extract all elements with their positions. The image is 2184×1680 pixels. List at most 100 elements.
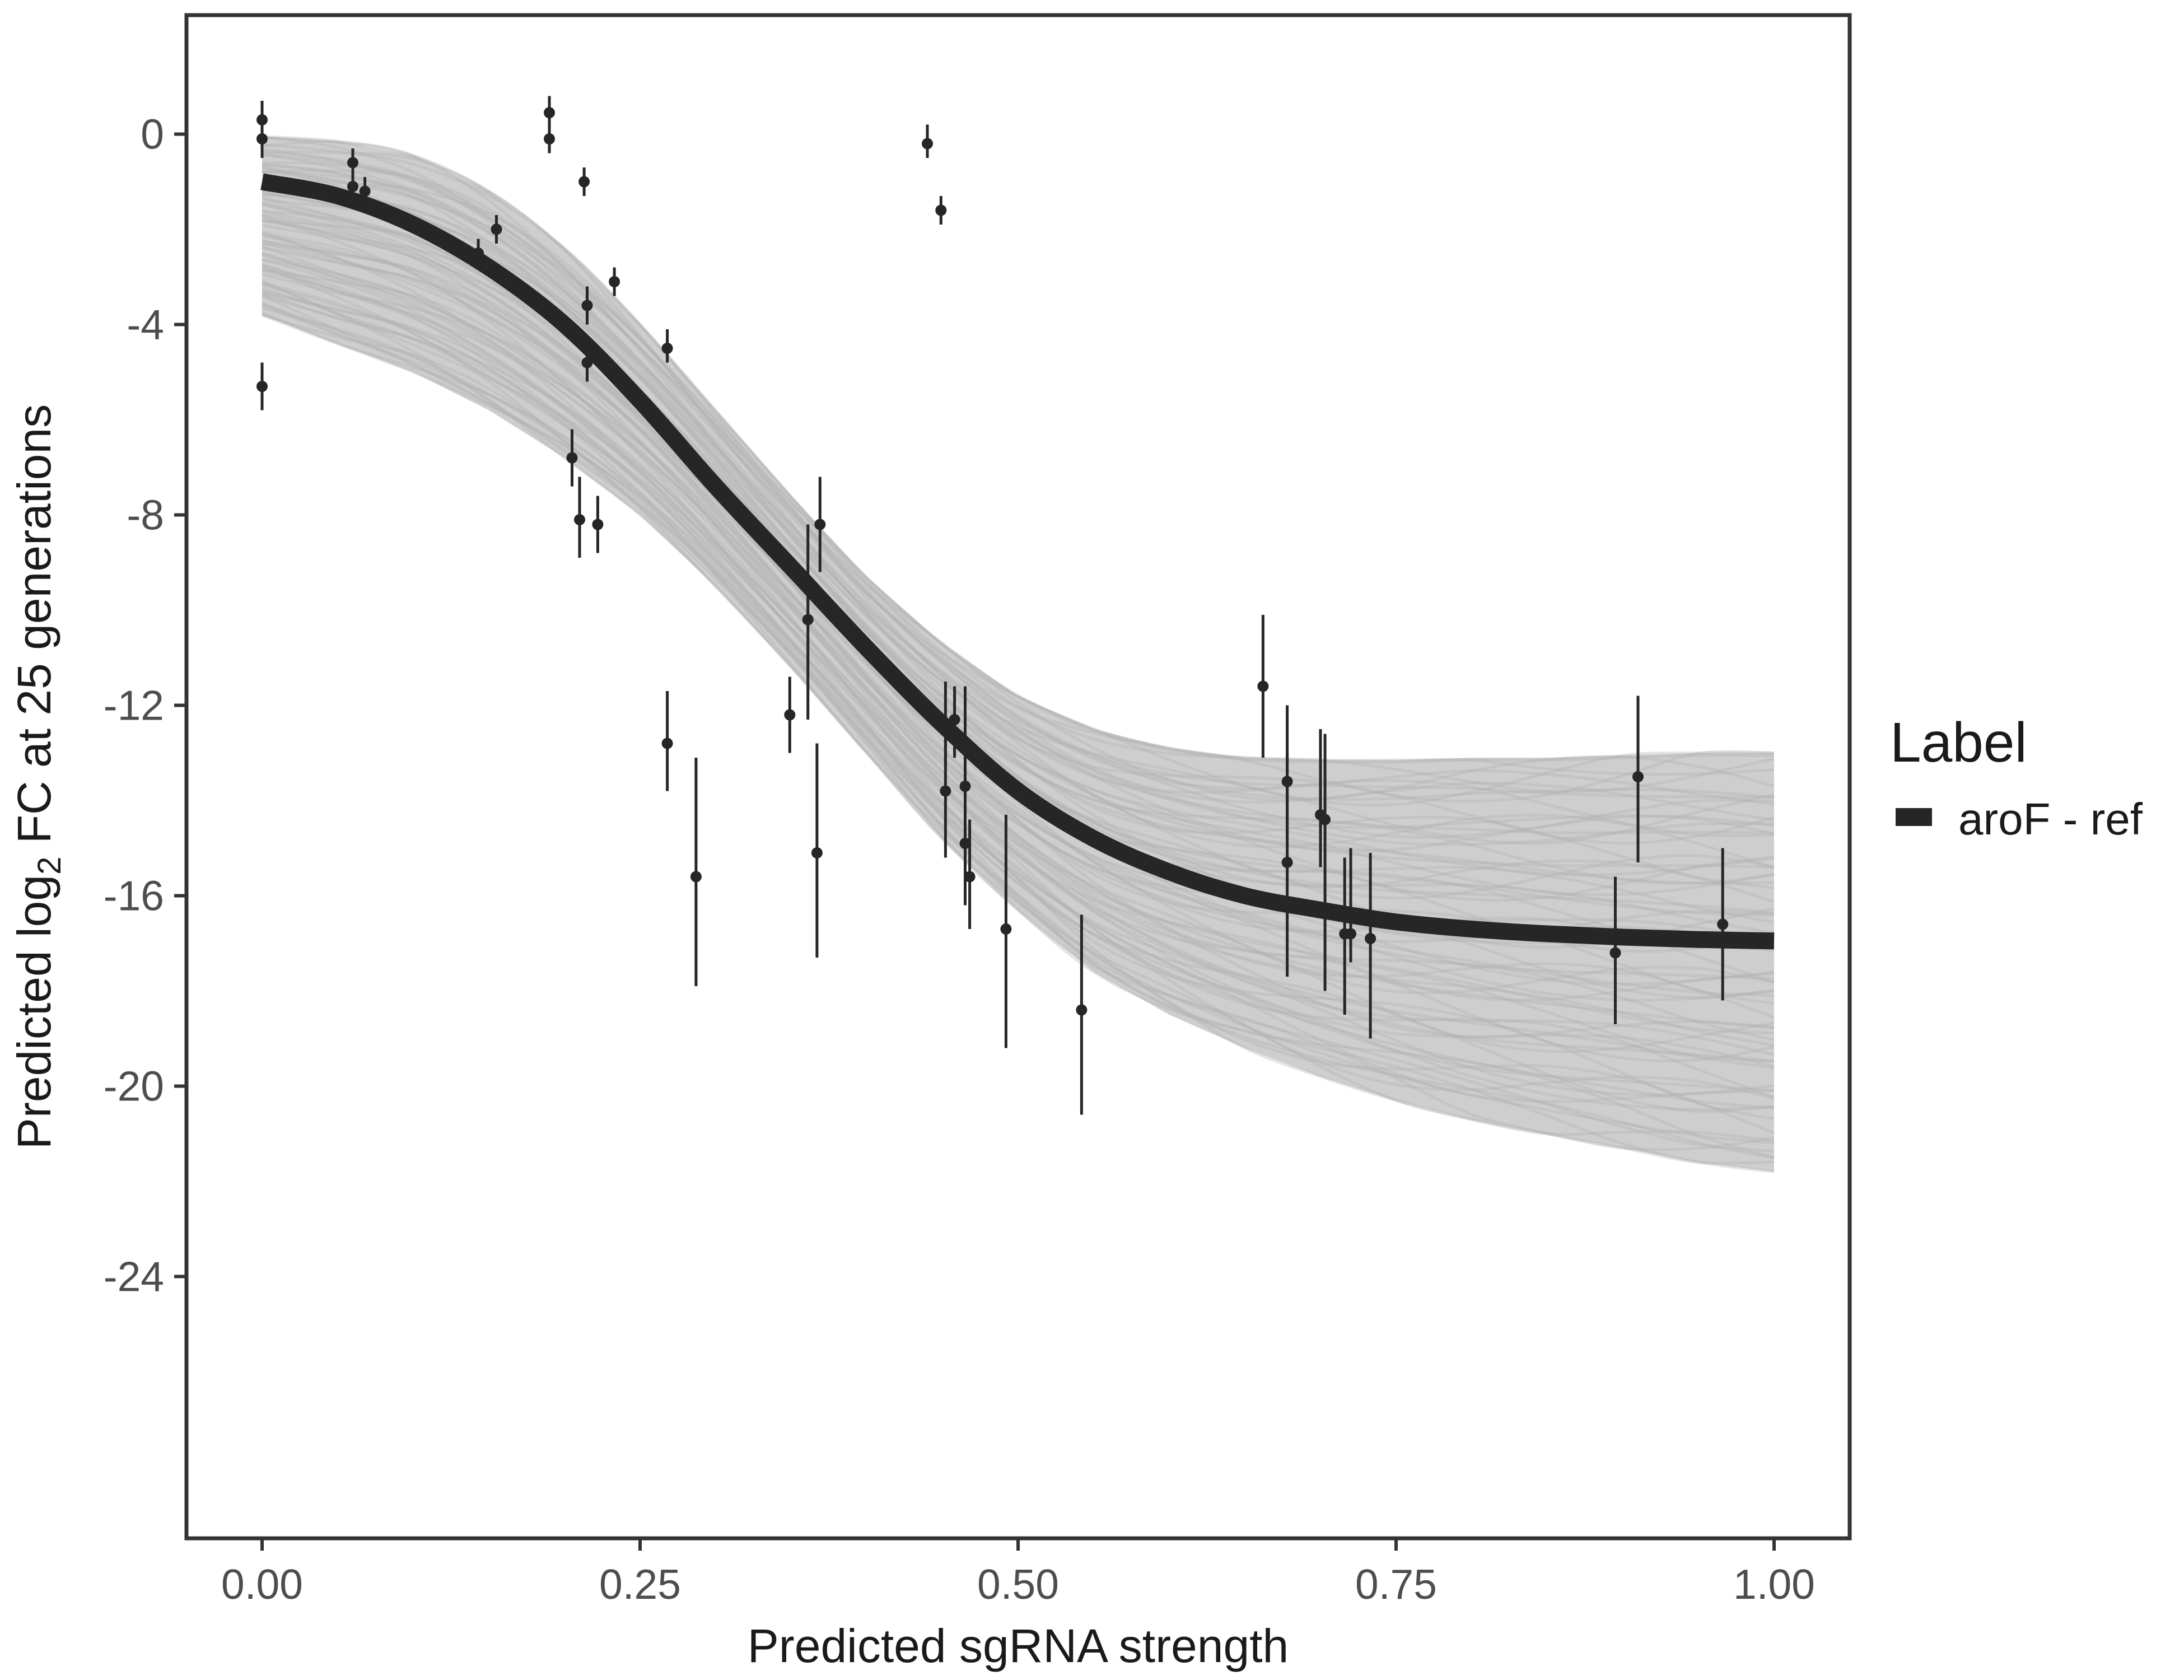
- data-point: [566, 429, 578, 487]
- point-marker: [1365, 933, 1376, 944]
- posterior-draw: [262, 251, 1775, 1029]
- y-tick-label: -24: [104, 1253, 164, 1300]
- y-tick-label: -8: [127, 492, 164, 539]
- posterior-draw: [262, 311, 1775, 1173]
- point-marker: [1319, 814, 1331, 825]
- x-tick-label: 0.00: [221, 1561, 303, 1608]
- point-marker: [949, 714, 960, 725]
- point-marker: [1281, 857, 1293, 868]
- x-tick-label: 1.00: [1733, 1561, 1815, 1608]
- data-point: [922, 124, 933, 158]
- y-axis-title-subscript: 2: [31, 857, 68, 875]
- posterior-draw: [262, 267, 1775, 1070]
- x-tick-label: 0.25: [599, 1561, 681, 1608]
- point-marker: [690, 871, 702, 883]
- posterior-draw: [262, 304, 1775, 1152]
- posterior-draw: [262, 258, 1775, 1039]
- posterior-draw: [262, 301, 1775, 1160]
- data-point: [1281, 753, 1293, 977]
- posterior-draw: [262, 191, 1775, 885]
- point-marker: [256, 133, 268, 144]
- posterior-draw: [262, 265, 1775, 1099]
- posterior-draw: [262, 234, 1775, 981]
- posterior-draw: [262, 147, 1775, 806]
- point-marker: [473, 248, 484, 259]
- posterior-draw: [262, 263, 1775, 1063]
- posterior-draw: [262, 294, 1775, 1111]
- data-point: [473, 239, 484, 268]
- point-marker: [814, 519, 826, 530]
- posterior-draw: [262, 185, 1775, 869]
- point-marker: [544, 107, 555, 119]
- fit-curve-arof-ref: [260, 173, 1775, 950]
- posterior-draw: [262, 291, 1775, 1113]
- point-marker: [1076, 1004, 1088, 1016]
- fit-curve-group: [260, 173, 1775, 950]
- legend-title: Label: [1890, 711, 2027, 774]
- data-point: [1257, 615, 1269, 758]
- posterior-draw: [262, 184, 1775, 903]
- legend-label-arof-ref: aroF - ref: [1958, 794, 2143, 844]
- posterior-draw: [262, 193, 1775, 902]
- data-point: [811, 743, 823, 958]
- point-marker: [256, 381, 268, 392]
- point-marker: [661, 738, 673, 749]
- point-marker: [1632, 771, 1644, 782]
- data-point: [1632, 696, 1644, 862]
- data-point: [1345, 848, 1356, 963]
- posterior-draw: [262, 170, 1775, 846]
- plot-panel-border: [184, 13, 1852, 1541]
- data-point: [347, 172, 358, 206]
- point-marker: [581, 300, 593, 311]
- x-axis: 0.00 0.25 0.50 0.75 1.00: [221, 1540, 1815, 1608]
- point-marker: [940, 785, 951, 797]
- data-point: [581, 339, 593, 382]
- posterior-draw: [262, 163, 1775, 853]
- point-marker: [1345, 928, 1356, 940]
- data-point: [1319, 734, 1331, 991]
- posterior-draw: [262, 242, 1775, 1002]
- point-marker: [574, 514, 585, 525]
- point-marker: [347, 157, 358, 169]
- posterior-draw: [262, 314, 1775, 1151]
- data-point: [949, 686, 960, 758]
- y-axis-title: Predicted log2 FC at 25 generations: [8, 404, 68, 1149]
- posterior-draw: [262, 162, 1775, 829]
- y-axis-title-prefix: Predicted log: [8, 875, 60, 1149]
- posterior-draw: [262, 169, 1775, 845]
- posterior-draw: [262, 153, 1775, 799]
- point-marker: [935, 204, 947, 216]
- point-marker: [491, 223, 502, 235]
- data-point: [814, 477, 826, 572]
- y-tick-label: -4: [127, 301, 164, 348]
- data-point: [959, 786, 971, 906]
- data-point: [1717, 848, 1729, 1001]
- posterior-draw: [262, 136, 1775, 802]
- data-point: [609, 267, 620, 296]
- posterior-draw: [262, 232, 1775, 1019]
- posterior-draw: [262, 232, 1775, 995]
- posterior-draw: [262, 175, 1775, 845]
- point-marker: [922, 138, 933, 150]
- data-point: [256, 362, 268, 410]
- point-marker: [1000, 923, 1012, 935]
- posterior-draw: [262, 161, 1775, 839]
- data-point: [1365, 853, 1376, 1039]
- y-tick-label: -20: [104, 1063, 164, 1110]
- data-point: [1609, 876, 1621, 1024]
- posterior-draw: [262, 272, 1775, 1062]
- point-marker: [959, 838, 971, 849]
- data-point: [661, 329, 673, 363]
- data-point: [661, 691, 673, 791]
- posterior-draw: [262, 291, 1775, 1103]
- posterior-draw: [262, 269, 1775, 1062]
- data-point: [1000, 815, 1012, 1048]
- posterior-draw: [262, 302, 1775, 1145]
- point-marker: [544, 133, 555, 144]
- posterior-draw: [262, 306, 1775, 1142]
- posterior-draw: [261, 294, 1775, 1159]
- data-point: [491, 215, 502, 244]
- posterior-draw: [262, 252, 1775, 1047]
- posterior-draw: [262, 287, 1775, 1110]
- x-tick-label: 0.50: [977, 1561, 1059, 1608]
